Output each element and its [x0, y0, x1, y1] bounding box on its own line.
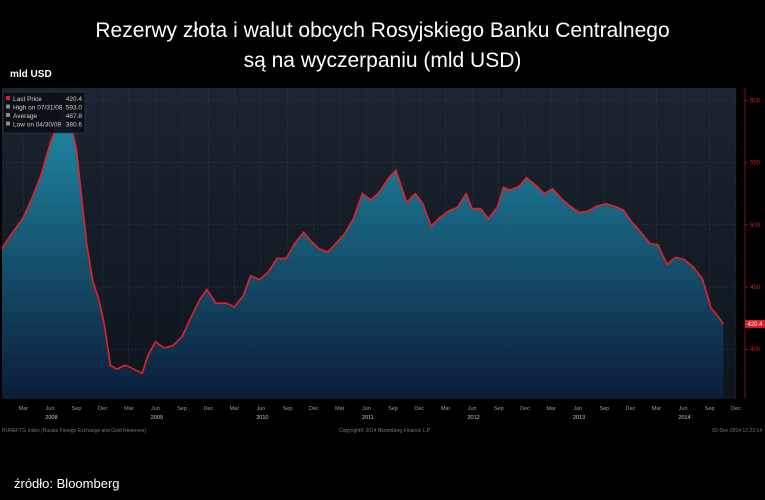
x-tick-label: Sep [283, 406, 293, 412]
x-tick-label: Mar [19, 406, 29, 412]
x-tick-label: Dec [626, 406, 636, 412]
x-tick-label: Dec [414, 406, 424, 412]
x-year-label: 2010 [256, 415, 268, 421]
x-tick-label: Dec [203, 406, 213, 412]
x-year-label: 2012 [467, 415, 479, 421]
legend-label: High on 07/31/08 [13, 105, 63, 112]
source-note: źródło: Bloomberg [14, 476, 120, 491]
x-axis: Mar Jun Sep Dec Mar Jun Sep Dec Mar Jun Sep Dec Mar J… [19, 406, 741, 421]
unit-label: mld USD [10, 69, 52, 80]
reserves-chart: 400 450 500 550 600 Mar Jun Sep Dec Mar Jun Sep Dec… [0, 88, 765, 434]
x-tick-label: Sep [705, 406, 715, 412]
x-year-label: 2009 [151, 415, 163, 421]
y-tick-label: 600 [750, 98, 761, 104]
x-tick-label: Sep [177, 406, 187, 412]
x-tick-label: Jun [151, 406, 160, 412]
last-price-label: 420.4 [747, 322, 763, 328]
x-tick-label: Sep [494, 406, 504, 412]
x-tick-label: Jun [362, 406, 371, 412]
chart-title-line-2: są na wyczerpaniu (mld USD) [243, 49, 522, 72]
reserves-line [1, 106, 724, 375]
legend-value: 487.8 [66, 113, 83, 120]
x-tick-label: Dec [520, 406, 530, 412]
y-tick-label: 400 [750, 347, 761, 353]
legend-value: 420.4 [66, 96, 83, 103]
x-year-label: 2014 [678, 415, 690, 421]
x-tick-label: Jun [573, 406, 582, 412]
legend-value: 593.0 [66, 105, 83, 112]
legend-swatch [6, 104, 10, 109]
y-tick-label: 500 [750, 223, 761, 229]
x-year-label: 2008 [45, 415, 57, 421]
x-tick-label: Dec [98, 406, 108, 412]
last-price-badge [745, 319, 765, 328]
y-tick-label: 450 [750, 285, 761, 291]
x-tick-label: Mar [335, 406, 345, 412]
legend-label: Last Price [13, 96, 42, 103]
x-tick-label: Sep [388, 406, 398, 412]
x-tick-label: Dec [309, 406, 319, 412]
x-tick-label: Mar [652, 406, 662, 412]
x-tick-label: Sep [72, 406, 82, 412]
legend [2, 91, 86, 134]
footer-center: Copyright© 2014 Bloomberg Finance L.P. [339, 427, 431, 434]
x-year-label: 2011 [362, 415, 374, 421]
x-tick-label: Mar [124, 406, 134, 412]
legend-label: Average [13, 113, 37, 120]
last-price-marker: 420.4 [745, 319, 765, 328]
chart-title-line-1: Rezerwy złota i walut obcych Rosyjskiego… [95, 19, 670, 42]
footer-right: 02-Dec-2014 12:22:14 [712, 428, 762, 434]
x-tick-label: Jun [468, 406, 477, 412]
x-tick-label: Mar [441, 406, 451, 412]
x-tick-label: Jun [256, 406, 265, 412]
x-tick-label: Jun [679, 406, 688, 412]
legend-swatch [6, 121, 10, 126]
footer-left: RUREFTG Index (Russia Foreign Exchange a… [2, 428, 146, 434]
x-tick-label: Dec [731, 406, 741, 412]
legend-label: Low on 04/30/09 [13, 122, 61, 129]
y-tick-label: 550 [750, 161, 761, 167]
chart-footer: RUREFTG Index (Russia Foreign Exchange a… [2, 427, 762, 434]
x-tick-label: Mar [546, 406, 556, 412]
x-year-label: 2013 [573, 415, 585, 421]
x-tick-label: Mar [230, 406, 240, 412]
x-tick-label: Sep [599, 406, 609, 412]
legend-swatch [6, 113, 10, 117]
reserves-area [2, 109, 724, 399]
y-axis: 400 450 500 550 600 [744, 88, 761, 399]
x-tick-label: Jun [46, 406, 55, 412]
legend-value: 380.6 [66, 122, 83, 129]
legend-swatch [6, 96, 10, 100]
